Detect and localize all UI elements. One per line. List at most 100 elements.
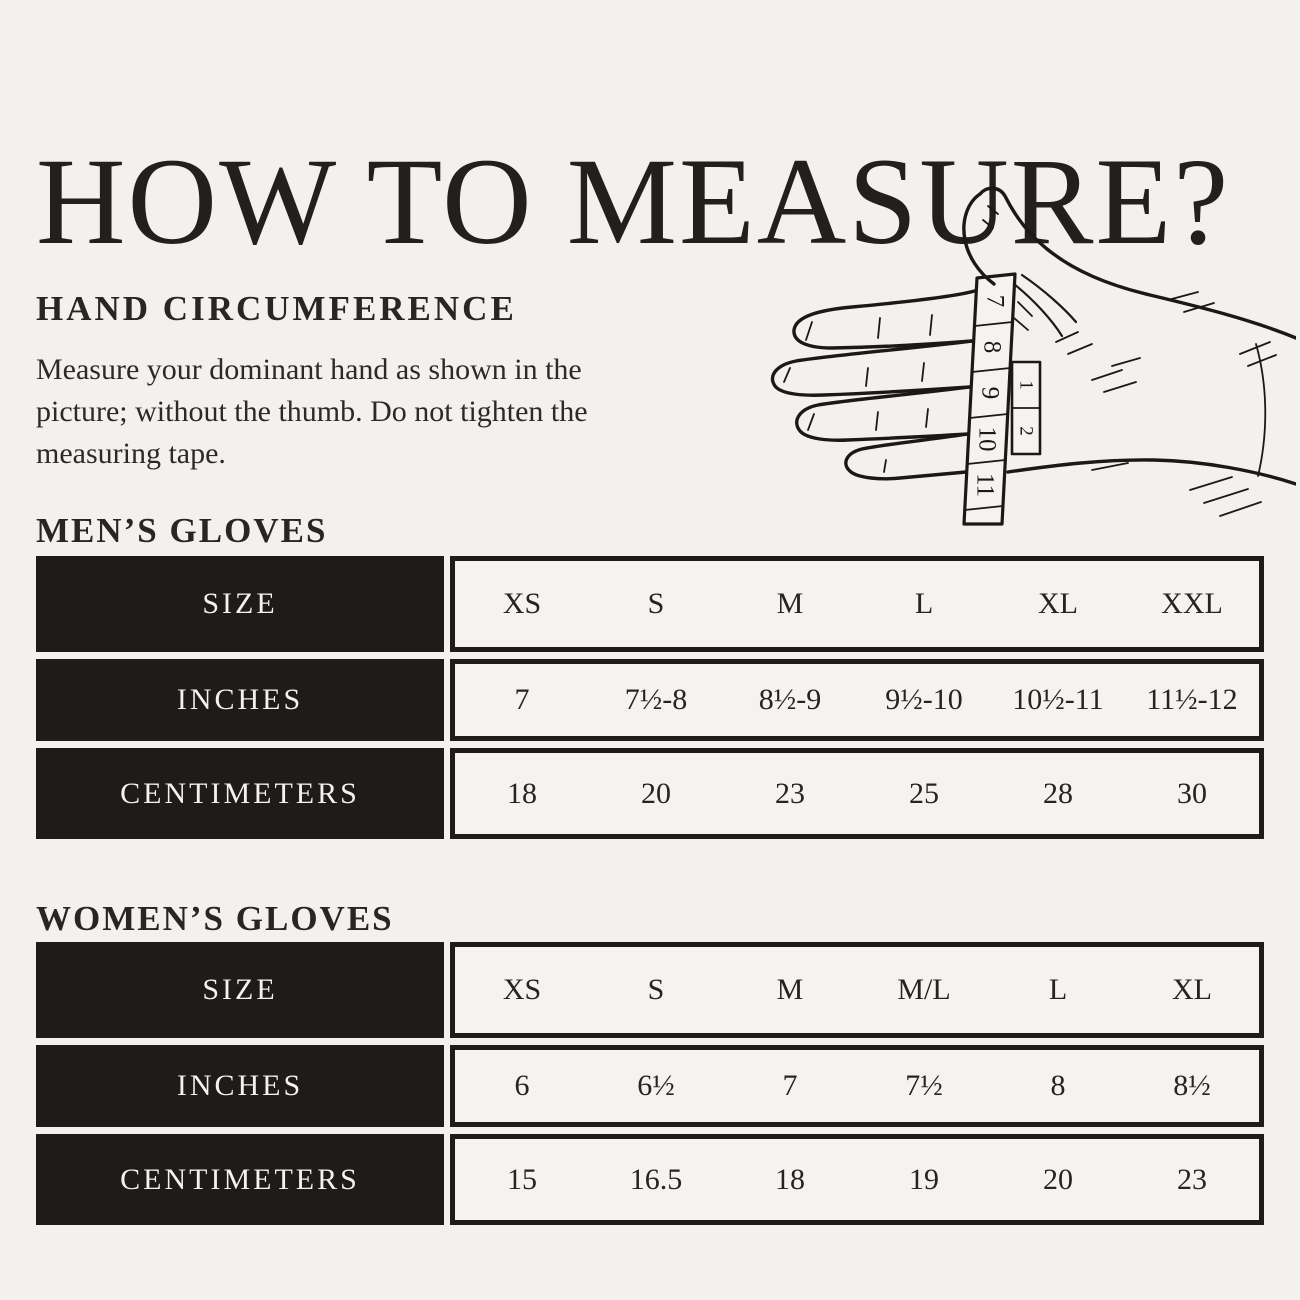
tape-end-number: 1 bbox=[1016, 380, 1037, 390]
table-cell: 18 bbox=[507, 776, 537, 810]
table-cell: XXL bbox=[1161, 587, 1223, 620]
row-values: 6 6½ 7 7½ 8 8½ bbox=[450, 1045, 1264, 1127]
row-values: 15 16.5 18 19 20 23 bbox=[450, 1134, 1264, 1225]
tape-divider bbox=[966, 459, 1007, 465]
palm-bottom-hatch bbox=[1091, 462, 1129, 471]
palm-hatch bbox=[1067, 343, 1093, 355]
tape-number: 9 bbox=[977, 387, 1004, 400]
table-cell: 19 bbox=[909, 1162, 939, 1196]
hand-top-hatch bbox=[1167, 291, 1199, 301]
thumb-and-hand-top-line bbox=[978, 186, 1296, 340]
finger-crease bbox=[865, 367, 869, 387]
table-cell: 11½-12 bbox=[1146, 683, 1238, 716]
womens-size-table: SIZE XS S M M/L L XL INCHES 6 6½ 7 7½ 8 … bbox=[36, 942, 1264, 1232]
tape-end-number: 2 bbox=[1016, 426, 1037, 436]
finger-crease bbox=[925, 408, 929, 428]
table-cell: 6½ bbox=[637, 1069, 675, 1102]
table-cell: 6 bbox=[514, 1069, 530, 1102]
table-cell: 8½ bbox=[1173, 1069, 1211, 1102]
row-label: INCHES bbox=[36, 1045, 444, 1127]
pinky-finger-line bbox=[844, 432, 970, 481]
table-cell: M bbox=[776, 587, 804, 620]
thumb-crease bbox=[982, 219, 994, 229]
row-values: 18 20 23 25 28 30 bbox=[450, 748, 1264, 839]
wrist-top-hatch bbox=[1239, 341, 1271, 355]
finger-crease bbox=[921, 362, 925, 382]
table-cell: XL bbox=[1038, 587, 1078, 620]
palm-hatch bbox=[1111, 357, 1141, 367]
table-row-centimeters: CENTIMETERS 15 16.5 18 19 20 23 bbox=[36, 1134, 1264, 1225]
palm-bottom-line bbox=[1006, 458, 1296, 486]
wrist-shading-line bbox=[1255, 343, 1267, 477]
table-cell: 23 bbox=[1177, 1162, 1207, 1196]
table-row-centimeters: CENTIMETERS 18 20 23 25 28 30 bbox=[36, 748, 1264, 839]
table-cell: M/L bbox=[897, 973, 951, 1006]
palm-hatch bbox=[1017, 301, 1033, 317]
tape-divider bbox=[968, 413, 1009, 419]
tape-divider bbox=[973, 321, 1014, 327]
row-label: CENTIMETERS bbox=[36, 1134, 444, 1225]
table-cell: S bbox=[647, 973, 665, 1006]
page-title: HOW TO MEASURE? bbox=[36, 133, 1231, 271]
wrist-top-hatch bbox=[1247, 354, 1277, 367]
table-cell: 18 bbox=[775, 1162, 805, 1196]
row-values: 7 7½-8 8½-9 9½-10 10½-11 11½-12 bbox=[450, 659, 1264, 741]
hand-top-hatch bbox=[1183, 302, 1215, 313]
palm-hatch bbox=[1055, 331, 1079, 343]
table-cell: 7 bbox=[782, 1069, 798, 1102]
row-label: SIZE bbox=[36, 942, 444, 1038]
table-cell: 8 bbox=[1050, 1069, 1066, 1102]
row-label: CENTIMETERS bbox=[36, 748, 444, 839]
table-cell: XS bbox=[502, 587, 542, 620]
hand-measuring-tape-illustration: 1 2 7 8 9 10 11 bbox=[770, 186, 1296, 526]
table-row-size: SIZE XS S M M/L L XL bbox=[36, 942, 1264, 1038]
finger-crease bbox=[883, 459, 887, 473]
tape-number: 7 bbox=[982, 295, 1009, 308]
tape-number: 11 bbox=[972, 473, 999, 497]
palm-hatch bbox=[1013, 317, 1029, 331]
table-cell: 7½-8 bbox=[624, 683, 688, 716]
table-cell: S bbox=[647, 587, 665, 620]
finger-crease bbox=[875, 411, 879, 431]
thumb-web-crease bbox=[1012, 282, 1064, 338]
row-values: XS S M L XL XXL bbox=[450, 556, 1264, 652]
thumb-inner-line bbox=[962, 192, 996, 286]
middle-finger-line bbox=[770, 339, 974, 397]
palm-hatch bbox=[1091, 369, 1123, 381]
table-cell: 20 bbox=[641, 776, 671, 810]
table-cell: L bbox=[914, 587, 934, 620]
row-values: XS S M M/L L XL bbox=[450, 942, 1264, 1038]
ring-finger-line bbox=[795, 385, 972, 442]
table-cell: 7 bbox=[514, 683, 530, 716]
fingertip-crease bbox=[783, 367, 791, 383]
measuring-tape-strip bbox=[962, 272, 1017, 526]
table-cell: 15 bbox=[507, 1162, 537, 1196]
table-cell: 30 bbox=[1177, 776, 1207, 810]
table-cell: M bbox=[776, 973, 804, 1006]
fingertip-crease bbox=[807, 413, 815, 431]
mens-size-table: SIZE XS S M L XL XXL INCHES 7 7½-8 8½-9 … bbox=[36, 556, 1264, 846]
table-cell: 25 bbox=[909, 776, 939, 810]
wrist-bottom-hatch bbox=[1203, 488, 1249, 504]
table-cell: 9½-10 bbox=[885, 683, 963, 716]
table-cell: L bbox=[1048, 973, 1068, 1006]
finger-crease bbox=[877, 317, 881, 339]
thumb-web-crease bbox=[1020, 273, 1078, 324]
mens-gloves-heading: MEN’S GLOVES bbox=[36, 511, 328, 551]
tape-number: 10 bbox=[974, 427, 1001, 452]
index-finger-line bbox=[792, 288, 980, 350]
table-cell: 16.5 bbox=[629, 1162, 683, 1196]
womens-gloves-heading: WOMEN’S GLOVES bbox=[36, 899, 394, 939]
table-cell: 23 bbox=[775, 776, 805, 810]
finger-crease bbox=[929, 314, 933, 336]
palm-hatch bbox=[1103, 381, 1137, 393]
table-cell: 28 bbox=[1043, 776, 1073, 810]
table-row-inches: INCHES 6 6½ 7 7½ 8 8½ bbox=[36, 1045, 1264, 1127]
table-cell: XS bbox=[502, 973, 542, 1006]
table-cell: 10½-11 bbox=[1012, 683, 1104, 716]
row-label: INCHES bbox=[36, 659, 444, 741]
tape-divider bbox=[964, 505, 1004, 511]
row-label: SIZE bbox=[36, 556, 444, 652]
thumb-crease bbox=[987, 205, 999, 215]
